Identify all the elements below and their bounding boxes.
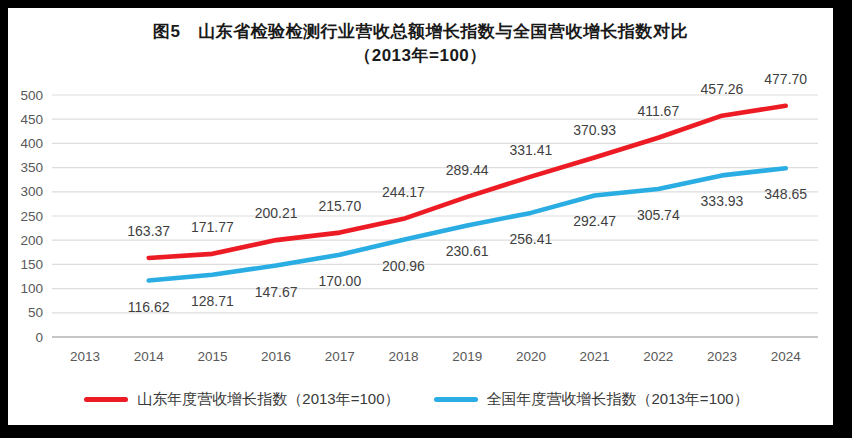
x-tick-label: 2024 bbox=[771, 349, 802, 364]
x-tick-label: 2014 bbox=[134, 349, 165, 364]
y-tick-label: 50 bbox=[28, 305, 43, 320]
data-label: 170.00 bbox=[318, 273, 361, 289]
chart-legend: 山东年度营收增长指数（2013年=100） 全国年度营收增长指数（2013年=1… bbox=[0, 390, 833, 409]
data-label: 292.47 bbox=[573, 213, 616, 229]
data-label: 215.70 bbox=[318, 198, 361, 214]
data-label: 333.93 bbox=[701, 193, 744, 209]
data-label: 331.41 bbox=[509, 142, 552, 158]
y-tick-label: 250 bbox=[20, 209, 43, 224]
data-label: 200.96 bbox=[382, 258, 425, 274]
x-tick-label: 2020 bbox=[516, 349, 546, 364]
data-label: 163.37 bbox=[127, 223, 170, 239]
data-label: 147.67 bbox=[255, 284, 298, 300]
data-label: 289.44 bbox=[446, 162, 489, 178]
x-tick-label: 2019 bbox=[452, 349, 482, 364]
legend-item-shandong: 山东年度营收增长指数（2013年=100） bbox=[84, 390, 399, 409]
x-tick-label: 2021 bbox=[580, 349, 610, 364]
data-label: 411.67 bbox=[637, 103, 679, 119]
data-label: 348.65 bbox=[764, 186, 807, 202]
y-tick-label: 350 bbox=[20, 160, 43, 175]
x-tick-label: 2015 bbox=[197, 349, 227, 364]
data-label: 128.71 bbox=[191, 293, 234, 309]
y-tick-label: 400 bbox=[20, 136, 43, 151]
y-tick-label: 450 bbox=[20, 112, 43, 127]
data-label: 171.77 bbox=[191, 219, 234, 235]
x-tick-label: 2018 bbox=[388, 349, 418, 364]
y-tick-label: 0 bbox=[35, 330, 43, 345]
legend-label-national: 全国年度营收增长指数（2013年=100） bbox=[487, 390, 749, 409]
figure-frame: 图5 山东省检验检测行业营收总额增长指数与全国营收增长指数对比 （2013年=1… bbox=[0, 0, 852, 438]
y-tick-label: 300 bbox=[20, 184, 43, 199]
x-tick-label: 2016 bbox=[261, 349, 291, 364]
data-label: 305.74 bbox=[637, 207, 680, 223]
legend-item-national: 全国年度营收增长指数（2013年=100） bbox=[434, 390, 749, 409]
data-label: 370.93 bbox=[573, 122, 616, 138]
x-tick-label: 2017 bbox=[325, 349, 355, 364]
data-label: 116.62 bbox=[128, 299, 170, 315]
legend-swatch-shandong bbox=[84, 397, 128, 402]
legend-swatch-national bbox=[434, 397, 478, 402]
y-tick-label: 100 bbox=[20, 281, 43, 296]
line-chart-canvas: 0 50 100 150 200 250 300 350 400 450 500 2013 2014 20… bbox=[0, 0, 852, 438]
data-label: 477.70 bbox=[764, 71, 807, 87]
y-tick-label: 200 bbox=[20, 233, 43, 248]
x-tick-label: 2013 bbox=[70, 349, 100, 364]
x-tick-label: 2023 bbox=[707, 349, 737, 364]
data-label: 200.21 bbox=[255, 205, 298, 221]
series-line-national bbox=[149, 168, 786, 280]
y-tick-label: 500 bbox=[20, 88, 43, 103]
legend-label-shandong: 山东年度营收增长指数（2013年=100） bbox=[137, 390, 399, 409]
y-tick-label: 150 bbox=[20, 257, 43, 272]
data-label: 457.26 bbox=[701, 81, 744, 97]
data-label: 256.41 bbox=[509, 231, 552, 247]
data-label: 244.17 bbox=[382, 184, 425, 200]
data-label: 230.61 bbox=[446, 243, 489, 259]
x-tick-label: 2022 bbox=[643, 349, 673, 364]
